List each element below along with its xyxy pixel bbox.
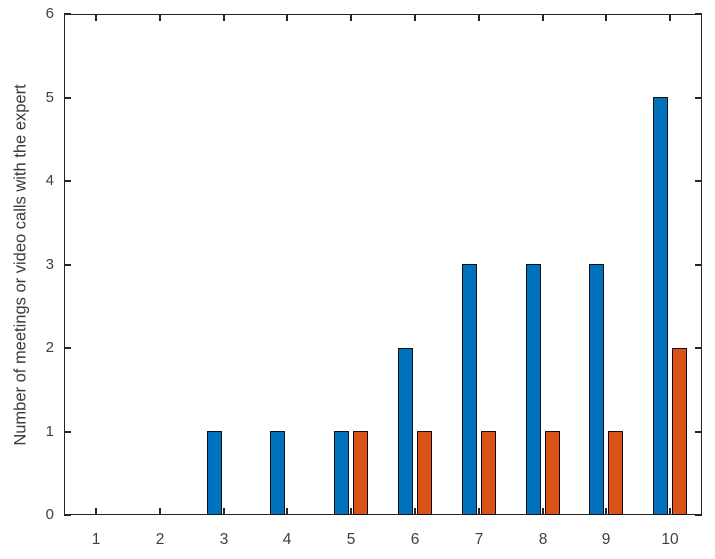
- x-tick-bottom-cat1: [95, 508, 97, 515]
- x-tick-top-cat2: [159, 14, 161, 21]
- y-tick-right-6: [695, 13, 702, 15]
- bar-series-2-orange-cat5: [353, 431, 368, 515]
- x-tick-label-2: 2: [155, 531, 165, 548]
- y-tick-left-0: [64, 514, 71, 516]
- x-tick-top-cat3: [223, 14, 225, 21]
- y-tick-label-3: 3: [45, 256, 54, 273]
- x-tick-bottom-cat2: [159, 508, 161, 515]
- x-tick-top-cat6: [414, 14, 416, 21]
- x-tick-bottom-cat3: [223, 508, 225, 515]
- x-tick-bottom-cat6: [414, 508, 416, 515]
- y-tick-right-5: [695, 97, 702, 99]
- y-tick-right-0: [695, 514, 702, 516]
- x-tick-top-cat8: [542, 14, 544, 21]
- x-tick-top-cat5: [350, 14, 352, 21]
- y-tick-left-1: [64, 431, 71, 433]
- y-tick-right-2: [695, 347, 702, 349]
- x-tick-label-3: 3: [219, 531, 229, 548]
- y-tick-right-3: [695, 264, 702, 266]
- y-tick-label-6: 6: [45, 5, 54, 22]
- x-tick-bottom-cat7: [478, 508, 480, 515]
- x-tick-label-9: 9: [601, 531, 611, 548]
- bar-series-1-blue-cat10: [653, 97, 668, 515]
- x-tick-bottom-cat4: [286, 508, 288, 515]
- x-tick-label-1: 1: [91, 531, 101, 548]
- y-tick-right-4: [695, 180, 702, 182]
- x-tick-top-cat10: [669, 14, 671, 21]
- y-tick-left-6: [64, 13, 71, 15]
- x-tick-bottom-cat9: [605, 508, 607, 515]
- bar-series-1-blue-cat8: [526, 264, 541, 515]
- x-tick-label-6: 6: [410, 531, 420, 548]
- axis-box: [64, 14, 702, 515]
- y-tick-right-1: [695, 431, 702, 433]
- x-tick-label-5: 5: [346, 531, 356, 548]
- bar-series-1-blue-cat7: [462, 264, 477, 515]
- x-tick-top-cat4: [286, 14, 288, 21]
- bar-series-2-orange-cat6: [417, 431, 432, 515]
- bar-series-2-orange-cat10: [672, 348, 687, 515]
- x-tick-label-8: 8: [538, 531, 548, 548]
- plot-area: [64, 13, 702, 516]
- bar-series-1-blue-cat3: [207, 431, 222, 515]
- bar-series-2-orange-cat7: [481, 431, 496, 515]
- x-tick-label-10: 10: [661, 531, 679, 548]
- bar-series-1-blue-cat9: [589, 264, 604, 515]
- y-tick-label-2: 2: [45, 339, 54, 356]
- bar-series-1-blue-cat4: [270, 431, 285, 515]
- x-tick-top-cat7: [478, 14, 480, 21]
- x-tick-top-cat1: [95, 14, 97, 21]
- y-tick-left-5: [64, 97, 71, 99]
- bar-series-2-orange-cat9: [608, 431, 623, 515]
- y-tick-label-4: 4: [45, 172, 54, 189]
- y-tick-left-3: [64, 264, 71, 266]
- y-tick-left-2: [64, 347, 71, 349]
- x-tick-bottom-cat5: [350, 508, 352, 515]
- bar-series-2-orange-cat8: [545, 431, 560, 515]
- x-tick-bottom-cat10: [669, 508, 671, 515]
- y-tick-label-0: 0: [45, 506, 54, 523]
- y-tick-left-4: [64, 180, 71, 182]
- y-tick-label-5: 5: [45, 89, 54, 106]
- x-tick-label-7: 7: [474, 531, 484, 548]
- y-tick-label-1: 1: [45, 423, 54, 440]
- bar-series-1-blue-cat6: [398, 348, 413, 515]
- bar-series-1-blue-cat5: [334, 431, 349, 515]
- x-tick-label-4: 4: [282, 531, 292, 548]
- x-tick-top-cat9: [605, 14, 607, 21]
- x-tick-bottom-cat8: [542, 508, 544, 515]
